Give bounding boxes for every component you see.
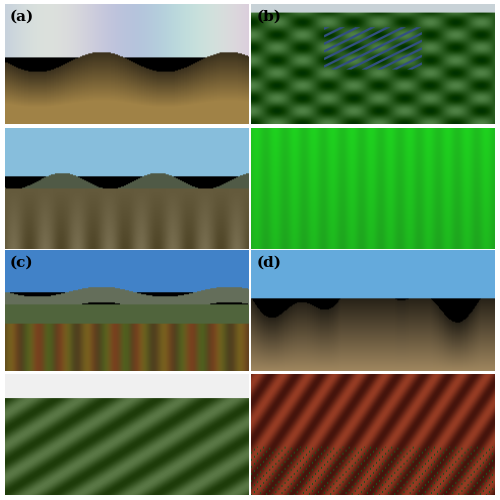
Text: (c): (c)	[10, 256, 34, 270]
Text: (b): (b)	[256, 10, 281, 24]
Text: (d): (d)	[256, 256, 281, 270]
Text: (a): (a)	[10, 10, 34, 24]
